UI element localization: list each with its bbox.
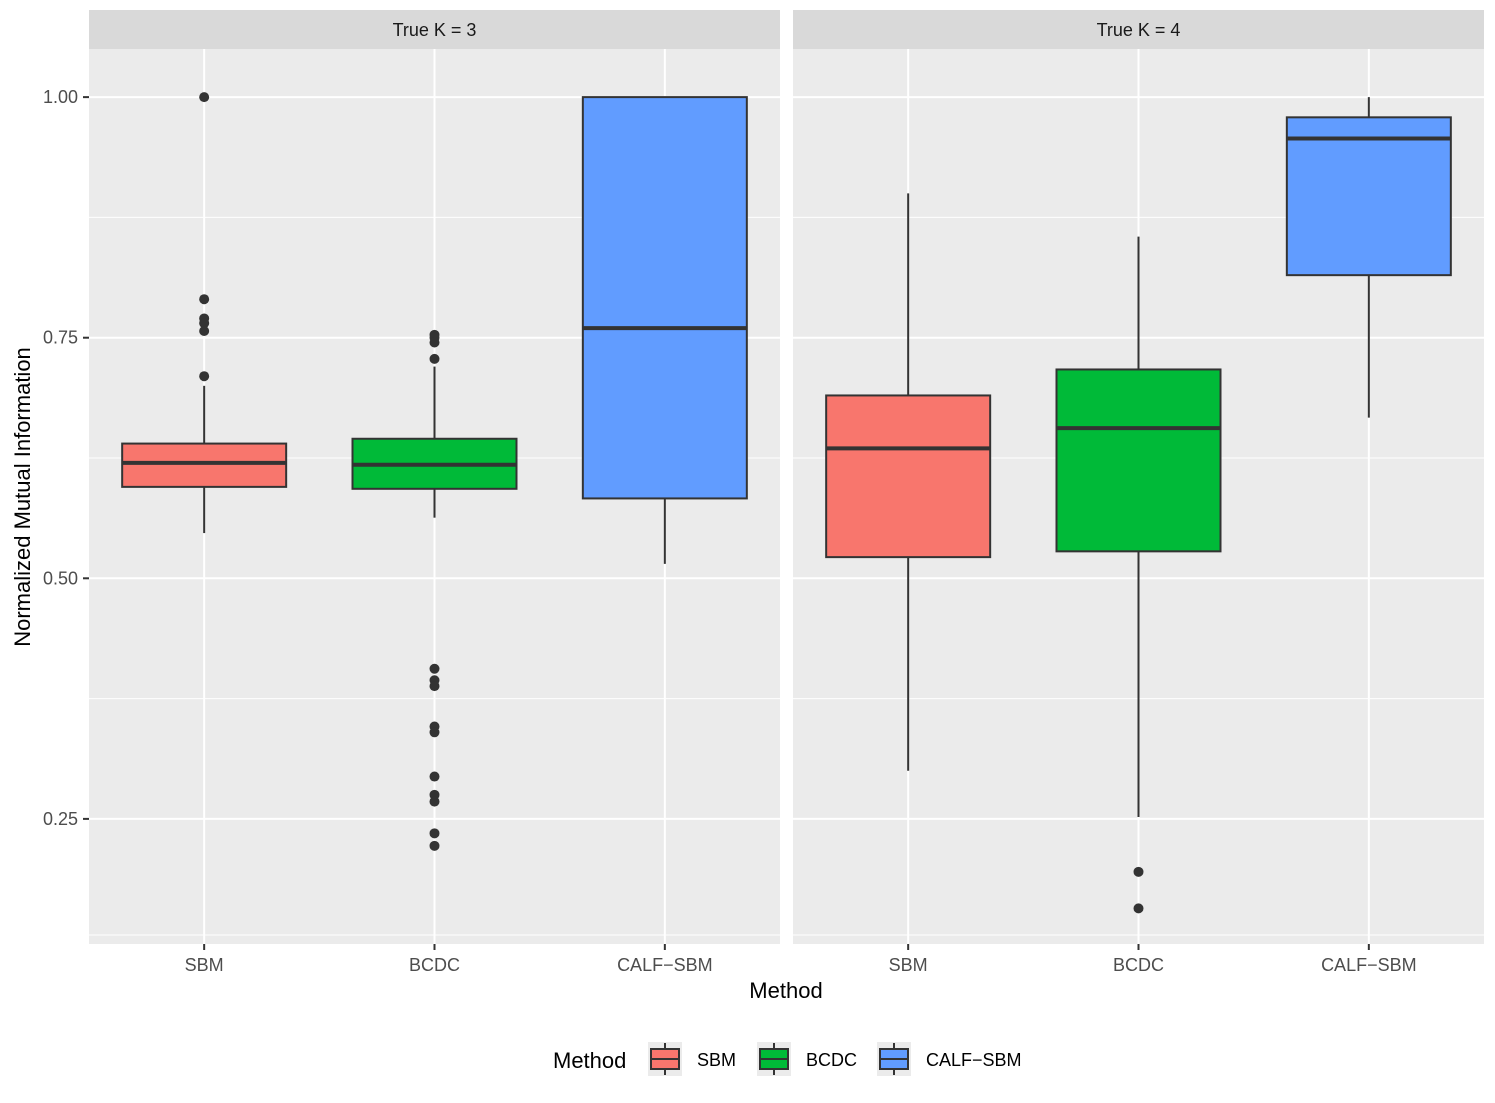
outlier-point bbox=[429, 353, 440, 364]
legend-items: SBM BCDC CALF−SBM bbox=[648, 1042, 1022, 1076]
box-sbm bbox=[121, 92, 288, 534]
facet-strip bbox=[89, 10, 780, 49]
legend-title: Method bbox=[553, 1048, 626, 1073]
x-tick-label: CALF−SBM bbox=[1321, 955, 1417, 975]
outlier-point bbox=[199, 371, 210, 382]
facet-panels: True K = 3 SBM BCDC CALF−SBM True K = 4 SBM BC… bbox=[89, 10, 1484, 975]
x-tick-label: SBM bbox=[889, 955, 928, 975]
box-iqr bbox=[1285, 116, 1452, 277]
facet-panel-1: True K = 3 SBM BCDC CALF−SBM bbox=[89, 10, 780, 975]
legend-item-bcdc: BCDC bbox=[757, 1042, 857, 1076]
facet-strip bbox=[793, 10, 1484, 49]
legend: Method SBM BCDC CALF−SBM bbox=[553, 1042, 1022, 1076]
legend-item-sbm: SBM bbox=[648, 1042, 736, 1076]
box-bcdc bbox=[1055, 236, 1222, 914]
outlier-point bbox=[429, 771, 440, 782]
legend-label: CALF−SBM bbox=[926, 1050, 1022, 1070]
legend-item-calf-sbm: CALF−SBM bbox=[877, 1042, 1022, 1076]
outlier-point bbox=[199, 325, 210, 336]
y-tick-label: 1.00 bbox=[43, 87, 78, 107]
outlier-point bbox=[429, 337, 440, 348]
x-axis-title: Method bbox=[749, 978, 822, 1003]
box-bcdc bbox=[351, 329, 518, 851]
legend-label: BCDC bbox=[806, 1050, 857, 1070]
x-tick-label: CALF−SBM bbox=[617, 955, 713, 975]
box-iqr bbox=[121, 442, 288, 488]
outlier-point bbox=[199, 92, 210, 103]
outlier-point bbox=[199, 318, 210, 329]
box-iqr bbox=[581, 96, 748, 500]
outlier-point bbox=[429, 828, 440, 839]
outlier-point bbox=[429, 796, 440, 807]
x-tick-label: BCDC bbox=[1113, 955, 1164, 975]
facet-strip-title: True K = 3 bbox=[393, 20, 477, 40]
outlier-point bbox=[429, 681, 440, 692]
box-iqr bbox=[825, 394, 992, 559]
x-tick-label: SBM bbox=[185, 955, 224, 975]
y-tick-label: 0.25 bbox=[43, 809, 78, 829]
box-calf-sbm bbox=[581, 96, 748, 564]
y-tick-label: 0.50 bbox=[43, 568, 78, 588]
box-sbm bbox=[825, 193, 992, 771]
outlier-point bbox=[429, 840, 440, 851]
facet-strip-title: True K = 4 bbox=[1097, 20, 1181, 40]
y-axis: 0.25 0.50 0.75 1.00 bbox=[43, 87, 89, 829]
outlier-point bbox=[1133, 866, 1144, 877]
outlier-point bbox=[429, 727, 440, 738]
y-axis-title: Normalized Mutual Information bbox=[10, 347, 35, 647]
box-calf-sbm bbox=[1285, 97, 1452, 418]
outlier-point bbox=[429, 663, 440, 674]
outlier-point bbox=[1133, 903, 1144, 914]
legend-label: SBM bbox=[697, 1050, 736, 1070]
facet-panel-2: True K = 4 SBM BCDC CALF−SBM bbox=[793, 10, 1484, 975]
outlier-point bbox=[199, 294, 210, 305]
box-iqr bbox=[1055, 368, 1222, 553]
y-tick-label: 0.75 bbox=[43, 328, 78, 348]
x-tick-label: BCDC bbox=[409, 955, 460, 975]
